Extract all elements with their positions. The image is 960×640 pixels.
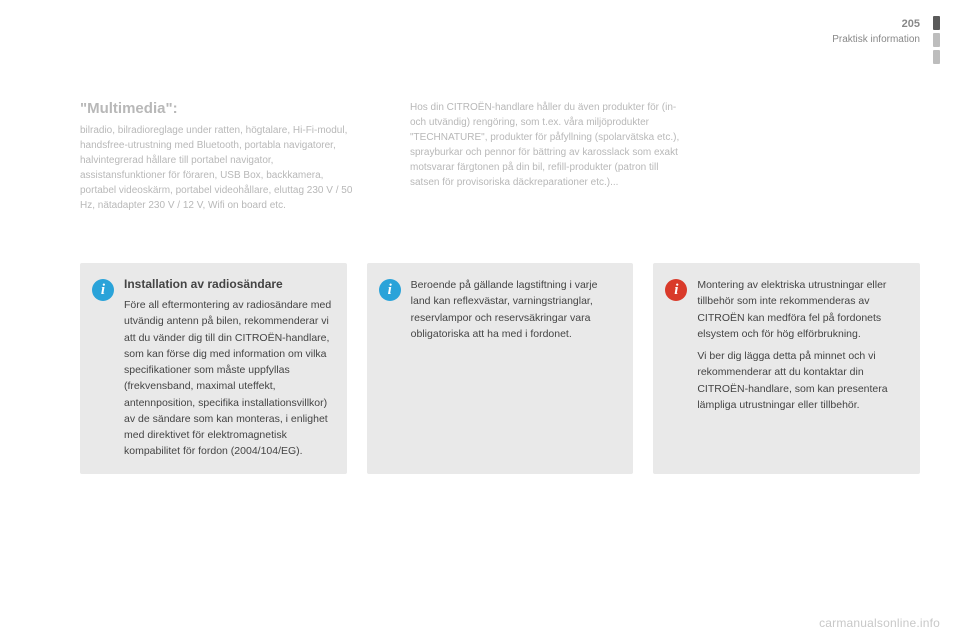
info-icon: i: [92, 279, 114, 301]
side-tab-strip: [933, 16, 940, 67]
section-label: Praktisk information: [832, 34, 920, 45]
footer-watermark: carmanualsonline.info: [819, 616, 940, 630]
side-tab: [933, 16, 940, 30]
body-multimedia: bilradio, bilradioreglage under ratten, …: [80, 123, 360, 213]
infobox-body: Beroende på gällande lagstiftning i varj…: [411, 277, 620, 342]
page-number: 205: [902, 18, 920, 30]
infobox-radio-install: i Installation av radiosändare Före all …: [80, 263, 347, 474]
page-content: "Multimedia": bilradio, bilradioreglage …: [80, 100, 920, 474]
side-tab: [933, 33, 940, 47]
infobox-body: Före all eftermontering av radiosändare …: [124, 297, 333, 460]
warning-icon: i: [665, 279, 687, 301]
side-tab: [933, 50, 940, 64]
infobox-content: Installation av radiosändare Före all ef…: [124, 277, 333, 460]
infobox-paragraph: Vi ber dig lägga detta på minnet och vi …: [697, 348, 906, 413]
info-box-row: i Installation av radiosändare Före all …: [80, 263, 920, 474]
heading-multimedia: "Multimedia":: [80, 100, 360, 117]
info-icon: i: [379, 279, 401, 301]
infobox-content: Beroende på gällande lagstiftning i varj…: [411, 277, 620, 342]
infobox-content: Montering av elektriska utrustningar ell…: [697, 277, 906, 413]
infobox-paragraph: Montering av elektriska utrustningar ell…: [697, 277, 906, 342]
column-products: Hos din CITROËN-handlare håller du även …: [410, 100, 690, 213]
top-text-row: "Multimedia": bilradio, bilradioreglage …: [80, 100, 920, 213]
infobox-electrical-warning: i Montering av elektriska utrustningar e…: [653, 263, 920, 474]
infobox-legislation: i Beroende på gällande lagstiftning i va…: [367, 263, 634, 474]
infobox-title: Installation av radiosändare: [124, 277, 333, 291]
column-multimedia: "Multimedia": bilradio, bilradioreglage …: [80, 100, 360, 213]
body-products: Hos din CITROËN-handlare håller du även …: [410, 100, 690, 190]
